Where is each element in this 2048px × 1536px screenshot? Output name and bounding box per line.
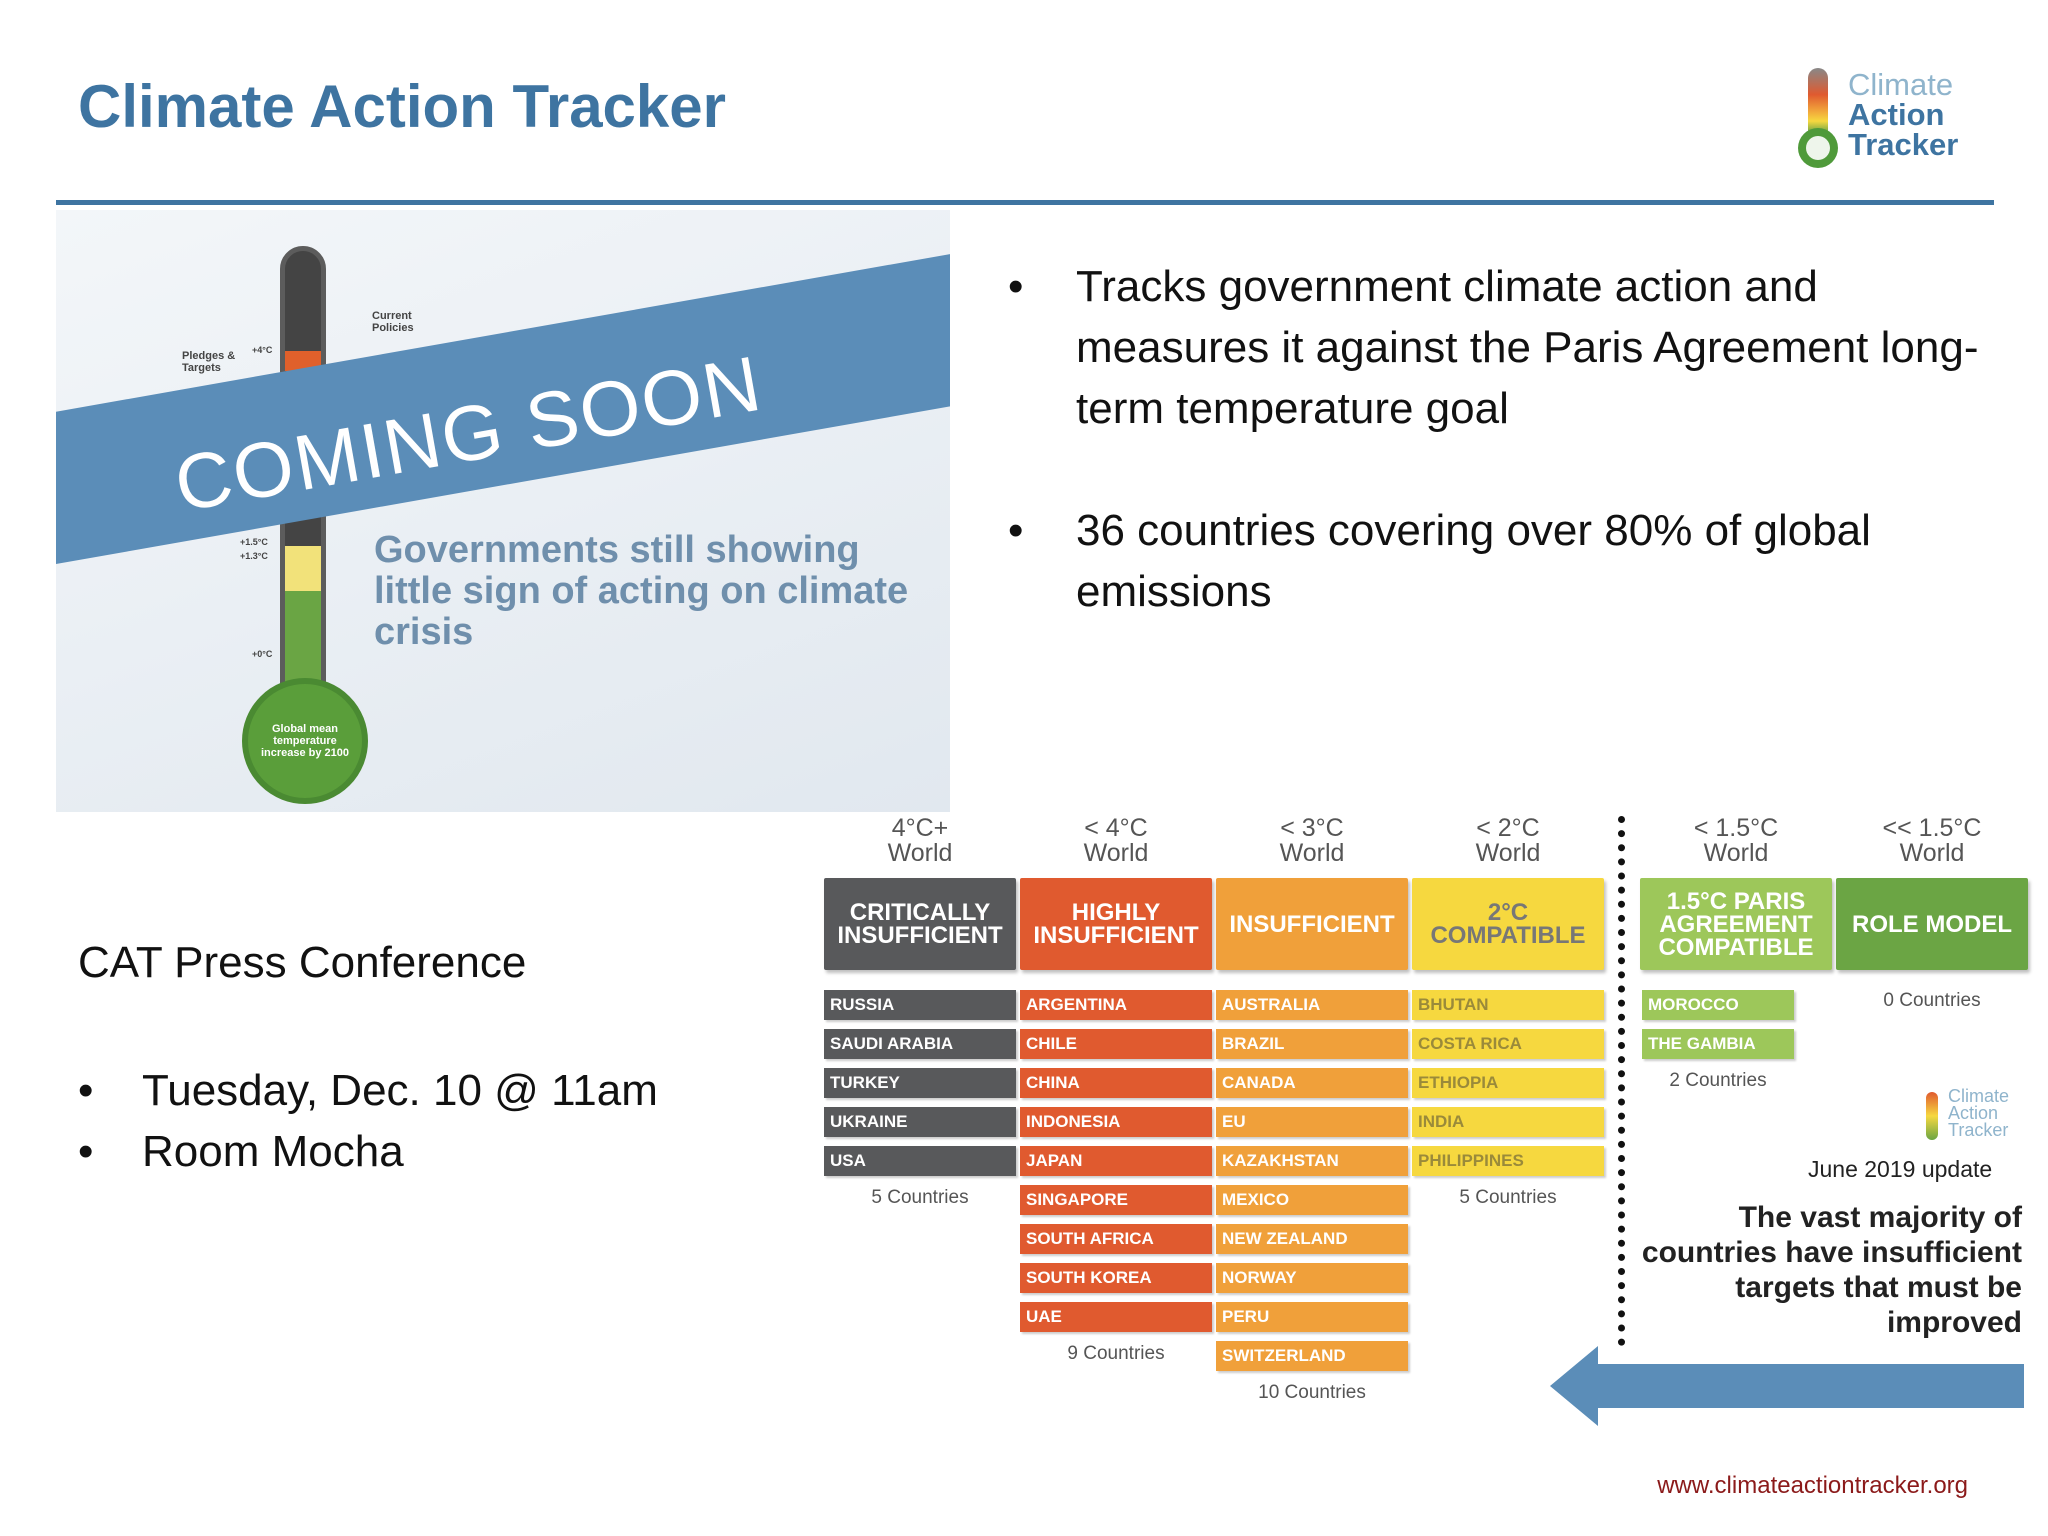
current-policies-label: Current Policies (372, 310, 414, 334)
country-cell: SINGAPORE (1020, 1185, 1212, 1215)
coming-soon-image: Current Policies Pledges & Targets +4°C … (56, 210, 950, 812)
world-heading: << 1.5°C World (1836, 816, 2028, 866)
country-cell: MEXICO (1216, 1185, 1408, 1215)
country-cell: UAE (1020, 1302, 1212, 1332)
thermometer-logo-icon (1798, 68, 1838, 168)
country-cell: BHUTAN (1412, 990, 1604, 1020)
country-count: 5 Countries (1459, 1187, 1557, 1208)
country-cell: BRAZIL (1216, 1029, 1408, 1059)
country-cell: SOUTH KOREA (1020, 1263, 1212, 1293)
majority-message: The vast majority of countries have insu… (1641, 1201, 2022, 1339)
mini-logo-line1: Climate (1948, 1086, 2010, 1106)
bullet-list: • Tracks government climate action and me… (1008, 256, 2008, 683)
tick-13-label: +1.3°C (240, 551, 268, 561)
world-label: World (887, 839, 953, 867)
world-heading: < 3°C World (1216, 816, 1408, 866)
press-item: • Room Mocha (78, 1127, 404, 1176)
bullet-item: • Tracks government climate action and me… (1008, 262, 1979, 433)
country-cell: RUSSIA (824, 990, 1016, 1020)
country-count: 0 Countries (1883, 990, 1981, 1011)
country-cell: CANADA (1216, 1068, 1408, 1098)
world-heading: < 2°C World (1412, 816, 1604, 866)
bullet-item: • 36 countries covering over 80% of globa… (1008, 506, 1871, 616)
left-arrow-icon (1550, 1346, 2024, 1426)
rating-category-box: 2°C COMPATIBLE (1412, 878, 1604, 970)
country-cell: UKRAINE (824, 1107, 1016, 1137)
bullet-text: Tracks government climate action and mea… (1076, 262, 1979, 433)
country-cell: JAPAN (1020, 1146, 1212, 1176)
bullet-text: 36 countries covering over 80% of global… (1076, 506, 1871, 616)
country-cell: TURKEY (824, 1068, 1016, 1098)
tick-15-label: +1.5°C (240, 537, 268, 547)
rating-category-box: HIGHLY INSUFFICIENT (1020, 878, 1212, 970)
country-cell: SAUDI ARABIA (824, 1029, 1016, 1059)
world-heading: 4°C+ World (824, 816, 1016, 866)
rating-category-box: CRITICALLY INSUFFICIENT (824, 878, 1016, 970)
country-count: 10 Countries (1258, 1382, 1366, 1403)
country-cell: THE GAMBIA (1642, 1029, 1794, 1059)
rating-category-box: ROLE MODEL (1836, 878, 2028, 970)
press-details-list: • Tuesday, Dec. 10 @ 11am • Room Mocha (78, 1060, 658, 1182)
country-cell: KAZAKHSTAN (1216, 1146, 1408, 1176)
world-temp: < 2°C (1476, 814, 1540, 842)
world-label: World (1475, 839, 1541, 867)
thermometer-bulb: Global mean temperature increase by 2100 (242, 678, 368, 804)
update-date: June 2019 update (1808, 1156, 1993, 1182)
tick-0-label: +0°C (252, 649, 273, 659)
country-count: 2 Countries (1669, 1070, 1767, 1091)
mini-cat-logo: Climate Action Tracker (1926, 1086, 2010, 1140)
country-cell: CHILE (1020, 1029, 1212, 1059)
coming-soon-headline: Governments still showing little sign of… (374, 529, 909, 653)
world-heading: < 1.5°C World (1640, 816, 1832, 866)
country-cell: NORWAY (1216, 1263, 1408, 1293)
mini-logo-line3: Tracker (1948, 1120, 2009, 1140)
country-cell: NEW ZEALAND (1216, 1224, 1408, 1254)
country-cell: PERU (1216, 1302, 1408, 1332)
press-item: • Tuesday, Dec. 10 @ 11am (78, 1066, 658, 1115)
rating-category-box: INSUFFICIENT (1216, 878, 1408, 970)
logo-line-3: Tracker (1848, 127, 1959, 162)
world-temp: < 4°C (1084, 814, 1148, 842)
country-cell: INDIA (1412, 1107, 1604, 1137)
country-rating-chart: 4°C+ World CRITICALLY INSUFFICIENT RUSSIA SA… (810, 812, 2030, 1432)
mini-logo-line2: Action (1948, 1103, 1999, 1123)
tick-4-label: +4°C (252, 345, 273, 355)
footer-url[interactable]: www.climateactiontracker.org (1657, 1472, 1968, 1499)
country-cell: AUSTRALIA (1216, 990, 1408, 1020)
logo-line-1: Climate (1848, 67, 1954, 102)
paris-divider (1618, 816, 1625, 1346)
country-cell: COSTA RICA (1412, 1029, 1604, 1059)
world-label: World (1083, 839, 1149, 867)
slide-title: Climate Action Tracker (78, 73, 727, 140)
world-heading: < 4°C World (1020, 816, 1212, 866)
world-temp: < 1.5°C (1693, 814, 1779, 842)
country-cell: SOUTH AFRICA (1020, 1224, 1212, 1254)
cat-logo: Climate Action Tracker (1792, 64, 2012, 172)
pledges-label: Pledges & Targets (182, 350, 236, 374)
country-cell: INDONESIA (1020, 1107, 1212, 1137)
country-cell: USA (824, 1146, 1016, 1176)
mini-thermometer-icon (1926, 1092, 1938, 1140)
country-cell: ARGENTINA (1020, 990, 1212, 1020)
world-temp: << 1.5°C (1882, 814, 1982, 842)
rating-category-box: 1.5°C PARIS AGREEMENT COMPATIBLE (1640, 878, 1832, 970)
country-count: 9 Countries (1067, 1343, 1165, 1364)
world-temp: < 3°C (1280, 814, 1344, 842)
country-cell: ETHIOPIA (1412, 1068, 1604, 1098)
title-rule (56, 200, 1994, 205)
logo-line-2: Action (1848, 97, 1945, 132)
country-cell: CHINA (1020, 1068, 1212, 1098)
world-temp: 4°C+ (891, 814, 949, 842)
press-room: Room Mocha (142, 1127, 404, 1176)
country-cell: SWITZERLAND (1216, 1341, 1408, 1371)
country-count: 5 Countries (871, 1187, 969, 1208)
country-cell: MOROCCO (1642, 990, 1794, 1020)
country-cell: EU (1216, 1107, 1408, 1137)
country-cell: PHILIPPINES (1412, 1146, 1604, 1176)
world-label: World (1899, 839, 1965, 867)
world-label: World (1279, 839, 1345, 867)
press-date: Tuesday, Dec. 10 @ 11am (142, 1066, 658, 1115)
world-label: World (1703, 839, 1769, 867)
press-conference-title: CAT Press Conference (78, 938, 527, 987)
